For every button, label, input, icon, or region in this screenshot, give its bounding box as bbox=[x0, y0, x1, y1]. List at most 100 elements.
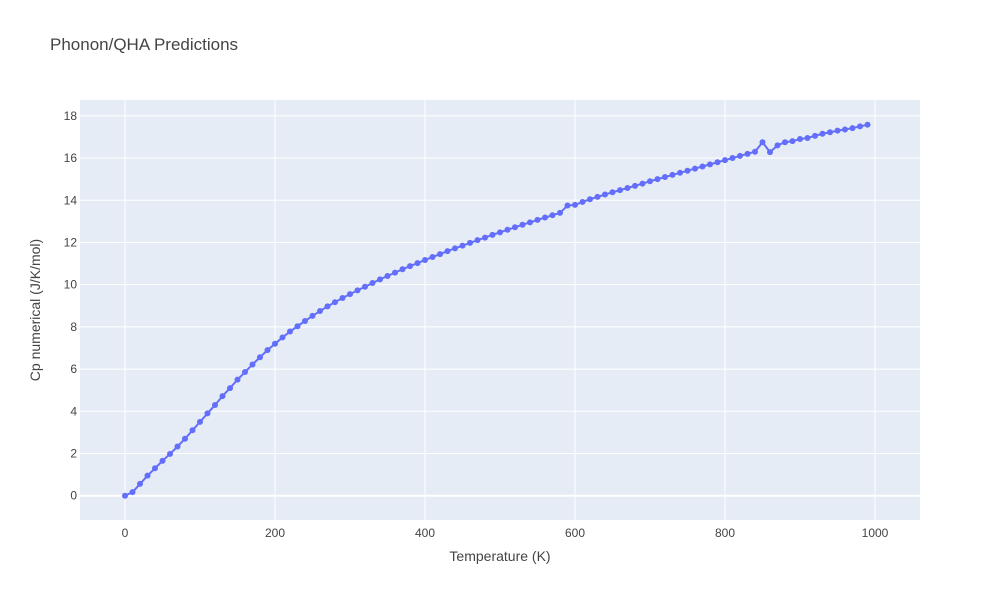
data-point[interactable] bbox=[129, 489, 136, 496]
data-point[interactable] bbox=[647, 178, 653, 185]
data-point[interactable] bbox=[242, 369, 248, 376]
data-point[interactable] bbox=[819, 130, 826, 137]
data-point[interactable] bbox=[339, 294, 346, 301]
data-point[interactable] bbox=[369, 279, 376, 286]
data-point[interactable] bbox=[294, 323, 301, 330]
data-point[interactable] bbox=[609, 189, 616, 196]
data-point[interactable] bbox=[804, 134, 811, 141]
data-point[interactable] bbox=[384, 273, 391, 280]
data-point[interactable] bbox=[362, 283, 368, 290]
data-point[interactable] bbox=[152, 465, 158, 472]
data-point[interactable] bbox=[759, 139, 766, 146]
data-point[interactable] bbox=[669, 171, 676, 178]
data-point[interactable] bbox=[797, 136, 803, 143]
data-point[interactable] bbox=[189, 427, 196, 434]
data-point[interactable] bbox=[504, 226, 511, 233]
data-point[interactable] bbox=[692, 165, 698, 172]
data-point[interactable] bbox=[527, 219, 533, 226]
data-point[interactable] bbox=[452, 245, 458, 252]
data-point[interactable] bbox=[422, 256, 428, 263]
data-point[interactable] bbox=[737, 152, 743, 159]
data-point[interactable] bbox=[729, 155, 736, 162]
data-point[interactable] bbox=[617, 187, 623, 194]
data-point[interactable] bbox=[564, 202, 571, 209]
data-point[interactable] bbox=[197, 418, 203, 425]
data-point[interactable] bbox=[579, 198, 586, 205]
data-point[interactable] bbox=[482, 234, 488, 241]
data-point[interactable] bbox=[774, 142, 781, 149]
data-point[interactable] bbox=[782, 139, 788, 146]
data-point[interactable] bbox=[534, 216, 541, 223]
data-point[interactable] bbox=[662, 174, 668, 181]
data-point[interactable] bbox=[324, 303, 331, 310]
data-point[interactable] bbox=[849, 125, 856, 132]
data-point[interactable] bbox=[812, 132, 818, 139]
data-point[interactable] bbox=[602, 191, 608, 198]
data-point[interactable] bbox=[414, 260, 421, 267]
data-point[interactable] bbox=[332, 299, 338, 306]
data-point[interactable] bbox=[459, 242, 466, 249]
data-point[interactable] bbox=[219, 393, 226, 400]
data-point[interactable] bbox=[174, 443, 181, 450]
data-point[interactable] bbox=[317, 308, 323, 315]
data-point[interactable] bbox=[279, 334, 286, 341]
data-point[interactable] bbox=[497, 229, 503, 236]
data-point[interactable] bbox=[377, 276, 383, 283]
data-point[interactable] bbox=[639, 180, 646, 187]
data-point[interactable] bbox=[699, 163, 706, 170]
data-point[interactable] bbox=[167, 450, 173, 457]
data-point[interactable] bbox=[834, 127, 841, 134]
data-point[interactable] bbox=[467, 239, 473, 246]
data-point[interactable] bbox=[204, 410, 211, 417]
data-point[interactable] bbox=[519, 221, 526, 228]
data-point[interactable] bbox=[474, 237, 481, 244]
data-point[interactable] bbox=[842, 126, 848, 133]
data-point[interactable] bbox=[722, 157, 728, 164]
data-point[interactable] bbox=[437, 251, 443, 258]
data-point[interactable] bbox=[122, 492, 128, 499]
data-point[interactable] bbox=[144, 472, 151, 479]
data-point[interactable] bbox=[182, 435, 188, 442]
data-point[interactable] bbox=[572, 201, 578, 208]
data-point[interactable] bbox=[159, 457, 166, 464]
data-point[interactable] bbox=[587, 196, 593, 203]
data-point[interactable] bbox=[594, 193, 601, 200]
data-point[interactable] bbox=[272, 340, 278, 347]
data-point[interactable] bbox=[392, 269, 398, 276]
data-point[interactable] bbox=[767, 149, 773, 156]
data-point[interactable] bbox=[347, 291, 353, 298]
data-point[interactable] bbox=[827, 129, 833, 136]
data-point[interactable] bbox=[429, 254, 436, 261]
data-point[interactable] bbox=[302, 317, 308, 324]
data-point[interactable] bbox=[549, 212, 556, 219]
data-point[interactable] bbox=[407, 263, 413, 270]
data-point[interactable] bbox=[557, 209, 563, 216]
data-point[interactable] bbox=[714, 159, 721, 166]
data-point[interactable] bbox=[864, 121, 871, 128]
data-point[interactable] bbox=[707, 161, 713, 168]
data-point[interactable] bbox=[287, 328, 293, 335]
data-point[interactable] bbox=[489, 231, 496, 238]
data-point[interactable] bbox=[137, 480, 143, 487]
data-point[interactable] bbox=[512, 224, 518, 231]
data-point[interactable] bbox=[444, 248, 451, 255]
data-point[interactable] bbox=[212, 401, 218, 408]
data-point[interactable] bbox=[624, 185, 631, 192]
data-point[interactable] bbox=[227, 385, 233, 392]
data-point[interactable] bbox=[354, 287, 361, 294]
data-point[interactable] bbox=[632, 182, 638, 189]
data-point[interactable] bbox=[257, 354, 263, 361]
data-point[interactable] bbox=[684, 167, 691, 174]
data-point[interactable] bbox=[789, 138, 796, 145]
data-point[interactable] bbox=[234, 376, 241, 383]
data-point[interactable] bbox=[264, 347, 271, 354]
data-point[interactable] bbox=[654, 176, 661, 183]
data-point[interactable] bbox=[309, 312, 316, 319]
data-point[interactable] bbox=[744, 150, 751, 157]
data-point[interactable] bbox=[542, 214, 548, 221]
data-point[interactable] bbox=[249, 361, 256, 368]
data-point[interactable] bbox=[677, 169, 683, 176]
data-point[interactable] bbox=[399, 266, 406, 273]
data-point[interactable] bbox=[857, 123, 863, 130]
data-point[interactable] bbox=[752, 148, 758, 155]
